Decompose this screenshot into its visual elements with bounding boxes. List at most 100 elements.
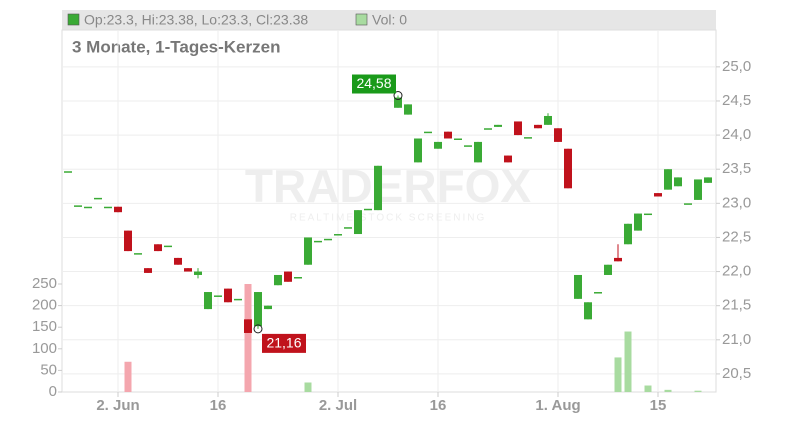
annotation-label: 24,58 xyxy=(356,75,391,91)
candle-body xyxy=(694,179,702,200)
candle-body xyxy=(424,131,432,134)
candle-body xyxy=(624,223,632,245)
legend-swatch xyxy=(67,13,80,26)
candle-body xyxy=(664,169,672,190)
candle-body xyxy=(394,97,402,108)
legend-label: Vol: 0 xyxy=(372,12,407,28)
annotation-box xyxy=(262,333,306,353)
y2-tick-label: 50 xyxy=(40,361,57,378)
candle-body xyxy=(514,121,522,136)
candle-body xyxy=(234,298,242,301)
y2-tick-label: 250 xyxy=(32,275,57,292)
candle-body xyxy=(334,234,342,236)
y-tick-label: 22,0 xyxy=(722,263,751,280)
candle-body xyxy=(574,274,582,299)
candle-body xyxy=(544,115,552,125)
watermark: TRADERFOX xyxy=(245,160,532,212)
candle-body xyxy=(344,227,352,229)
annotation-marker xyxy=(393,91,403,101)
candle-body xyxy=(464,145,472,147)
candle-body xyxy=(274,274,282,286)
candle-body xyxy=(154,244,162,252)
candle-body xyxy=(704,177,712,183)
candle-body xyxy=(194,271,202,275)
candle-body xyxy=(614,257,622,262)
candle-body xyxy=(364,208,372,211)
candle-body xyxy=(554,128,562,142)
candle-body xyxy=(634,213,642,231)
annotation-label: 21,16 xyxy=(266,335,301,351)
candle-body xyxy=(124,230,132,252)
watermark-sub: REALTIME STOCK SCREENING xyxy=(290,213,487,224)
candle-body xyxy=(404,104,412,115)
candle-body xyxy=(504,155,512,163)
candle-body xyxy=(604,264,612,275)
legend-swatch xyxy=(355,13,368,26)
annotation-marker xyxy=(253,324,263,334)
candle-body xyxy=(654,193,662,197)
candle-body xyxy=(74,205,82,207)
candle-body xyxy=(94,197,102,200)
volume-bar xyxy=(304,382,312,392)
candle-body xyxy=(444,131,452,139)
candle-body xyxy=(324,238,332,241)
candle-body xyxy=(684,203,692,205)
candle-body xyxy=(174,257,182,265)
candle-body xyxy=(374,165,382,211)
candle-body xyxy=(414,138,422,163)
volume-bar xyxy=(694,390,702,392)
y-tick-label: 20,5 xyxy=(722,365,751,382)
candle-body xyxy=(184,268,192,272)
volume-bar xyxy=(644,385,652,392)
x-tick-label: 2. Jul xyxy=(319,397,357,414)
y2-tick-label: 200 xyxy=(32,297,57,314)
y-tick-label: 25,0 xyxy=(722,58,751,75)
volume-bar xyxy=(244,284,252,392)
candle-body xyxy=(674,177,682,187)
candle-body xyxy=(144,268,152,273)
y2-tick-label: 150 xyxy=(32,318,57,335)
candle-body xyxy=(254,292,262,327)
volume-bar xyxy=(124,361,132,392)
y-tick-label: 23,0 xyxy=(722,194,751,211)
candle-body xyxy=(84,206,92,209)
candle-body xyxy=(454,138,462,140)
candle-body xyxy=(224,288,232,303)
plot-frame xyxy=(61,29,717,393)
candle-body xyxy=(134,253,142,255)
volume-bar xyxy=(614,357,622,392)
candle-body xyxy=(284,271,292,282)
x-tick-label: 16 xyxy=(210,397,227,414)
y2-tick-label: 100 xyxy=(32,340,57,357)
y-tick-label: 21,5 xyxy=(722,297,751,314)
x-tick-label: 1. Aug xyxy=(535,397,580,414)
candle-body xyxy=(104,206,112,209)
candle-body xyxy=(304,237,312,265)
candle-body xyxy=(294,277,302,279)
candle-body xyxy=(564,148,572,189)
volume-bar xyxy=(624,331,632,392)
x-tick-label: 2. Jun xyxy=(96,397,139,414)
candle-body xyxy=(494,124,502,127)
annotation-box xyxy=(352,74,396,94)
candle-body xyxy=(434,141,442,149)
y-tick-label: 23,5 xyxy=(722,160,751,177)
candle-body xyxy=(244,319,252,333)
candle-body xyxy=(264,305,272,310)
candle-body xyxy=(644,213,652,216)
chart-title: 3 Monate, 1-Tages-Kerzen xyxy=(72,37,280,56)
candle-body xyxy=(524,137,532,139)
y-tick-label: 24,5 xyxy=(722,92,751,109)
x-tick-label: 15 xyxy=(650,397,667,414)
candle-body xyxy=(64,171,72,173)
volume-bar xyxy=(664,389,672,392)
candle-body xyxy=(204,292,212,310)
candle-body xyxy=(474,141,482,163)
candle-body xyxy=(534,124,542,129)
candle-body xyxy=(594,292,602,294)
legend-label: Op:23.3, Hi:23.38, Lo:23.3, Cl:23.38 xyxy=(84,12,308,28)
candle-body xyxy=(354,210,362,235)
candle-body xyxy=(314,240,322,243)
y2-tick-label: 0 xyxy=(49,383,57,400)
